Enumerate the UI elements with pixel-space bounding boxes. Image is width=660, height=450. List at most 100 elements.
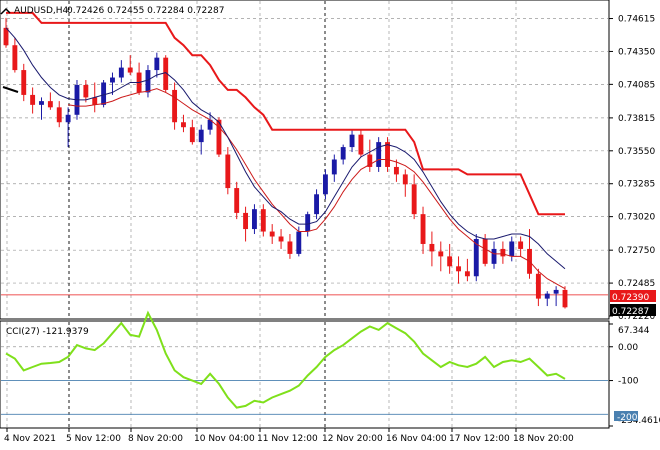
candle-body bbox=[491, 248, 497, 264]
candle bbox=[393, 159, 399, 182]
candle bbox=[376, 137, 382, 172]
candle-body bbox=[402, 174, 408, 185]
candle bbox=[553, 286, 559, 307]
candle bbox=[278, 229, 284, 249]
candle-body bbox=[322, 174, 328, 195]
candle-body bbox=[393, 166, 399, 175]
candle-body bbox=[456, 266, 461, 272]
candle-body bbox=[331, 159, 337, 175]
expert-arrow-icon bbox=[0, 7, 11, 15]
candle-body bbox=[216, 119, 222, 155]
candle-body bbox=[482, 238, 488, 264]
candle-body bbox=[287, 241, 293, 254]
cci-tick-label: -100 bbox=[618, 377, 639, 387]
cci-tick-label: 0.00 bbox=[618, 343, 638, 353]
symbol-label: AUDUSD,H4 bbox=[14, 6, 69, 16]
candle-body bbox=[207, 119, 213, 130]
candle bbox=[198, 124, 204, 155]
time-tick-label: 5 Nov 12:00 bbox=[66, 434, 121, 444]
candle bbox=[47, 92, 53, 110]
candle-body bbox=[518, 241, 524, 249]
candle bbox=[491, 241, 497, 269]
candle bbox=[30, 87, 36, 114]
trend-marker-icon bbox=[2, 86, 19, 93]
price-tick-label: 0.72750 bbox=[618, 246, 655, 256]
cci-label: CCI(27) -121.9379 bbox=[6, 327, 89, 337]
time-tick-label: 4 Nov 2021 bbox=[4, 434, 56, 444]
indicator-panel[interactable] bbox=[0, 320, 610, 429]
candle bbox=[12, 37, 18, 73]
candle-body bbox=[411, 184, 417, 215]
upper-band-line bbox=[6, 11, 565, 216]
candle-body bbox=[234, 188, 240, 213]
candle bbox=[509, 236, 515, 262]
candle-body bbox=[3, 27, 9, 46]
time-tick-label: 11 Nov 12:00 bbox=[257, 434, 318, 444]
candle-body bbox=[198, 129, 204, 143]
last-price-text: 0.72287 bbox=[612, 307, 649, 317]
candle bbox=[181, 114, 186, 133]
price-tick-label: 0.72485 bbox=[618, 279, 655, 289]
candle bbox=[56, 101, 62, 128]
candle-body bbox=[349, 134, 355, 148]
candle bbox=[216, 117, 222, 158]
candle bbox=[456, 256, 461, 284]
candle bbox=[110, 72, 115, 95]
price-panel[interactable] bbox=[0, 0, 610, 320]
candle bbox=[518, 236, 524, 257]
candle-body bbox=[154, 57, 160, 71]
cci-tick-label: 67.344 bbox=[618, 326, 650, 336]
price-plot bbox=[3, 11, 568, 309]
candle bbox=[429, 231, 435, 267]
candle bbox=[464, 258, 470, 282]
cci-minus-200-badge: -200 bbox=[614, 411, 638, 423]
candle-body bbox=[376, 142, 382, 167]
candle-body bbox=[83, 84, 89, 98]
candle-body bbox=[12, 45, 18, 71]
candle-body bbox=[118, 67, 124, 78]
candle-body bbox=[305, 214, 311, 232]
candle bbox=[447, 243, 453, 274]
candle-body bbox=[269, 231, 275, 237]
candle bbox=[340, 144, 346, 165]
candle bbox=[349, 129, 355, 153]
candle-body bbox=[429, 243, 435, 252]
price-tick-label: 0.72220 bbox=[618, 312, 655, 322]
candle-body bbox=[189, 127, 195, 143]
price-tick-label: 0.74615 bbox=[618, 15, 655, 25]
current-price-badge: 0.72390 bbox=[610, 290, 656, 303]
candle-body bbox=[464, 271, 470, 277]
price-tick-label: 0.74085 bbox=[618, 80, 655, 90]
candle bbox=[172, 82, 178, 130]
candle bbox=[269, 224, 275, 244]
candle bbox=[21, 63, 27, 102]
candle-body bbox=[101, 82, 107, 105]
candle-body bbox=[358, 134, 364, 155]
candle bbox=[420, 206, 426, 254]
candle bbox=[127, 55, 133, 76]
candle bbox=[83, 80, 89, 103]
time-tick-label: 18 Nov 20:00 bbox=[513, 434, 574, 444]
candle-body bbox=[340, 147, 346, 160]
candle bbox=[358, 129, 364, 158]
candle bbox=[287, 234, 293, 259]
candle-body bbox=[553, 289, 559, 294]
candle-body bbox=[562, 289, 568, 308]
price-tick-label: 0.73285 bbox=[618, 180, 655, 190]
candle-body bbox=[296, 231, 302, 254]
ohlc-readout: 0.72426 0.72455 0.72284 0.72287 bbox=[67, 6, 224, 16]
candle-body bbox=[65, 114, 71, 123]
price-tick-label: 0.73815 bbox=[618, 114, 655, 124]
candle-body bbox=[535, 273, 541, 299]
candle bbox=[39, 97, 44, 120]
candle-body bbox=[145, 70, 151, 93]
time-tick-label: 16 Nov 04:00 bbox=[386, 434, 447, 444]
candle bbox=[385, 137, 390, 172]
candle bbox=[535, 268, 541, 307]
price-tick-label: 0.73020 bbox=[618, 213, 655, 223]
candle bbox=[314, 189, 319, 220]
candle bbox=[154, 52, 160, 78]
candle-body bbox=[39, 101, 44, 105]
candle-body bbox=[473, 238, 479, 277]
